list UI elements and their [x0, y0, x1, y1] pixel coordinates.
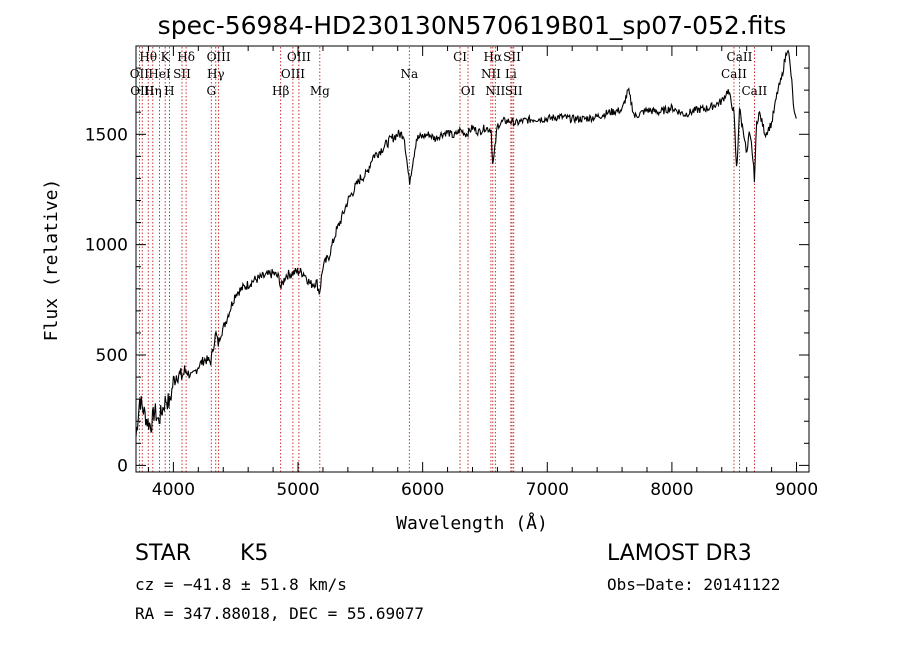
- line-label-26: SII: [505, 84, 523, 98]
- object-subclass: K5: [240, 541, 269, 566]
- line-label-0: Hθ: [139, 50, 157, 64]
- line-label-3: OIII: [207, 50, 231, 64]
- survey-name: LAMOST DR3: [607, 541, 752, 566]
- line-label-4: OIII: [287, 50, 311, 64]
- line-label-15: NII: [481, 67, 501, 81]
- line-label-13: OIII: [281, 67, 305, 81]
- line-label-10: HeI: [148, 67, 171, 81]
- line-label-23: Mg: [310, 84, 330, 98]
- line-label-22: Hβ: [272, 84, 289, 98]
- x-tick-label-0: 4000: [152, 480, 195, 500]
- plot-frame: [135, 45, 810, 473]
- object-class: STAR: [135, 541, 192, 566]
- line-label-1: K: [161, 50, 171, 64]
- x-axis-label: Wavelength (Å): [396, 512, 548, 534]
- y-tick-label-0: 0: [117, 456, 128, 476]
- line-label-8: CaII: [727, 50, 753, 64]
- line-label-9: OII: [130, 67, 150, 81]
- line-label-27: CaII: [741, 84, 767, 98]
- axis-ticks: 4000 5000 6000 7000 8000 9000 0 500 1000 1500: [85, 46, 818, 500]
- x-tick-label-5: 9000: [775, 480, 818, 500]
- line-label-16: Li: [505, 67, 517, 81]
- line-label-20: H: [164, 84, 174, 98]
- line-label-12: Hγ: [207, 67, 225, 81]
- line-label-17: CaII: [721, 67, 747, 81]
- y-tick-label-1: 500: [96, 346, 128, 366]
- line-label-5: CI: [453, 50, 467, 64]
- line-label-19: Hη: [144, 84, 162, 98]
- line-label-7: SII: [503, 50, 521, 64]
- line-label-18: OIII: [130, 84, 154, 98]
- redshift-velocity: cz = −41.8 ± 51.8 km/s: [135, 575, 347, 594]
- line-label-11: SII: [173, 67, 191, 81]
- y-tick-label-2: 1000: [85, 236, 128, 256]
- x-tick-label-1: 5000: [276, 480, 319, 500]
- coordinates: RA = 347.88018, DEC = 55.69077: [135, 604, 424, 623]
- chart-title: spec-56984-HD230130N570619B01_sp07-052.f…: [158, 11, 787, 40]
- observation-date: Obs−Date: 20141122: [607, 575, 781, 594]
- y-axis-label: Flux (relative): [41, 179, 62, 342]
- line-label-24: OI: [461, 84, 476, 98]
- line-label-25: NII: [485, 84, 505, 98]
- x-tick-label-3: 7000: [526, 480, 569, 500]
- line-label-2: Hδ: [177, 50, 195, 64]
- flux-series-line: [135, 49, 797, 437]
- spectral-line-markers: [138, 47, 755, 472]
- x-tick-label-4: 8000: [650, 480, 693, 500]
- line-label-6: Hα: [484, 50, 503, 64]
- line-label-14: Na: [400, 67, 418, 81]
- line-label-21: G: [206, 84, 216, 98]
- y-tick-label-3: 1500: [85, 125, 128, 145]
- x-tick-label-2: 6000: [401, 480, 444, 500]
